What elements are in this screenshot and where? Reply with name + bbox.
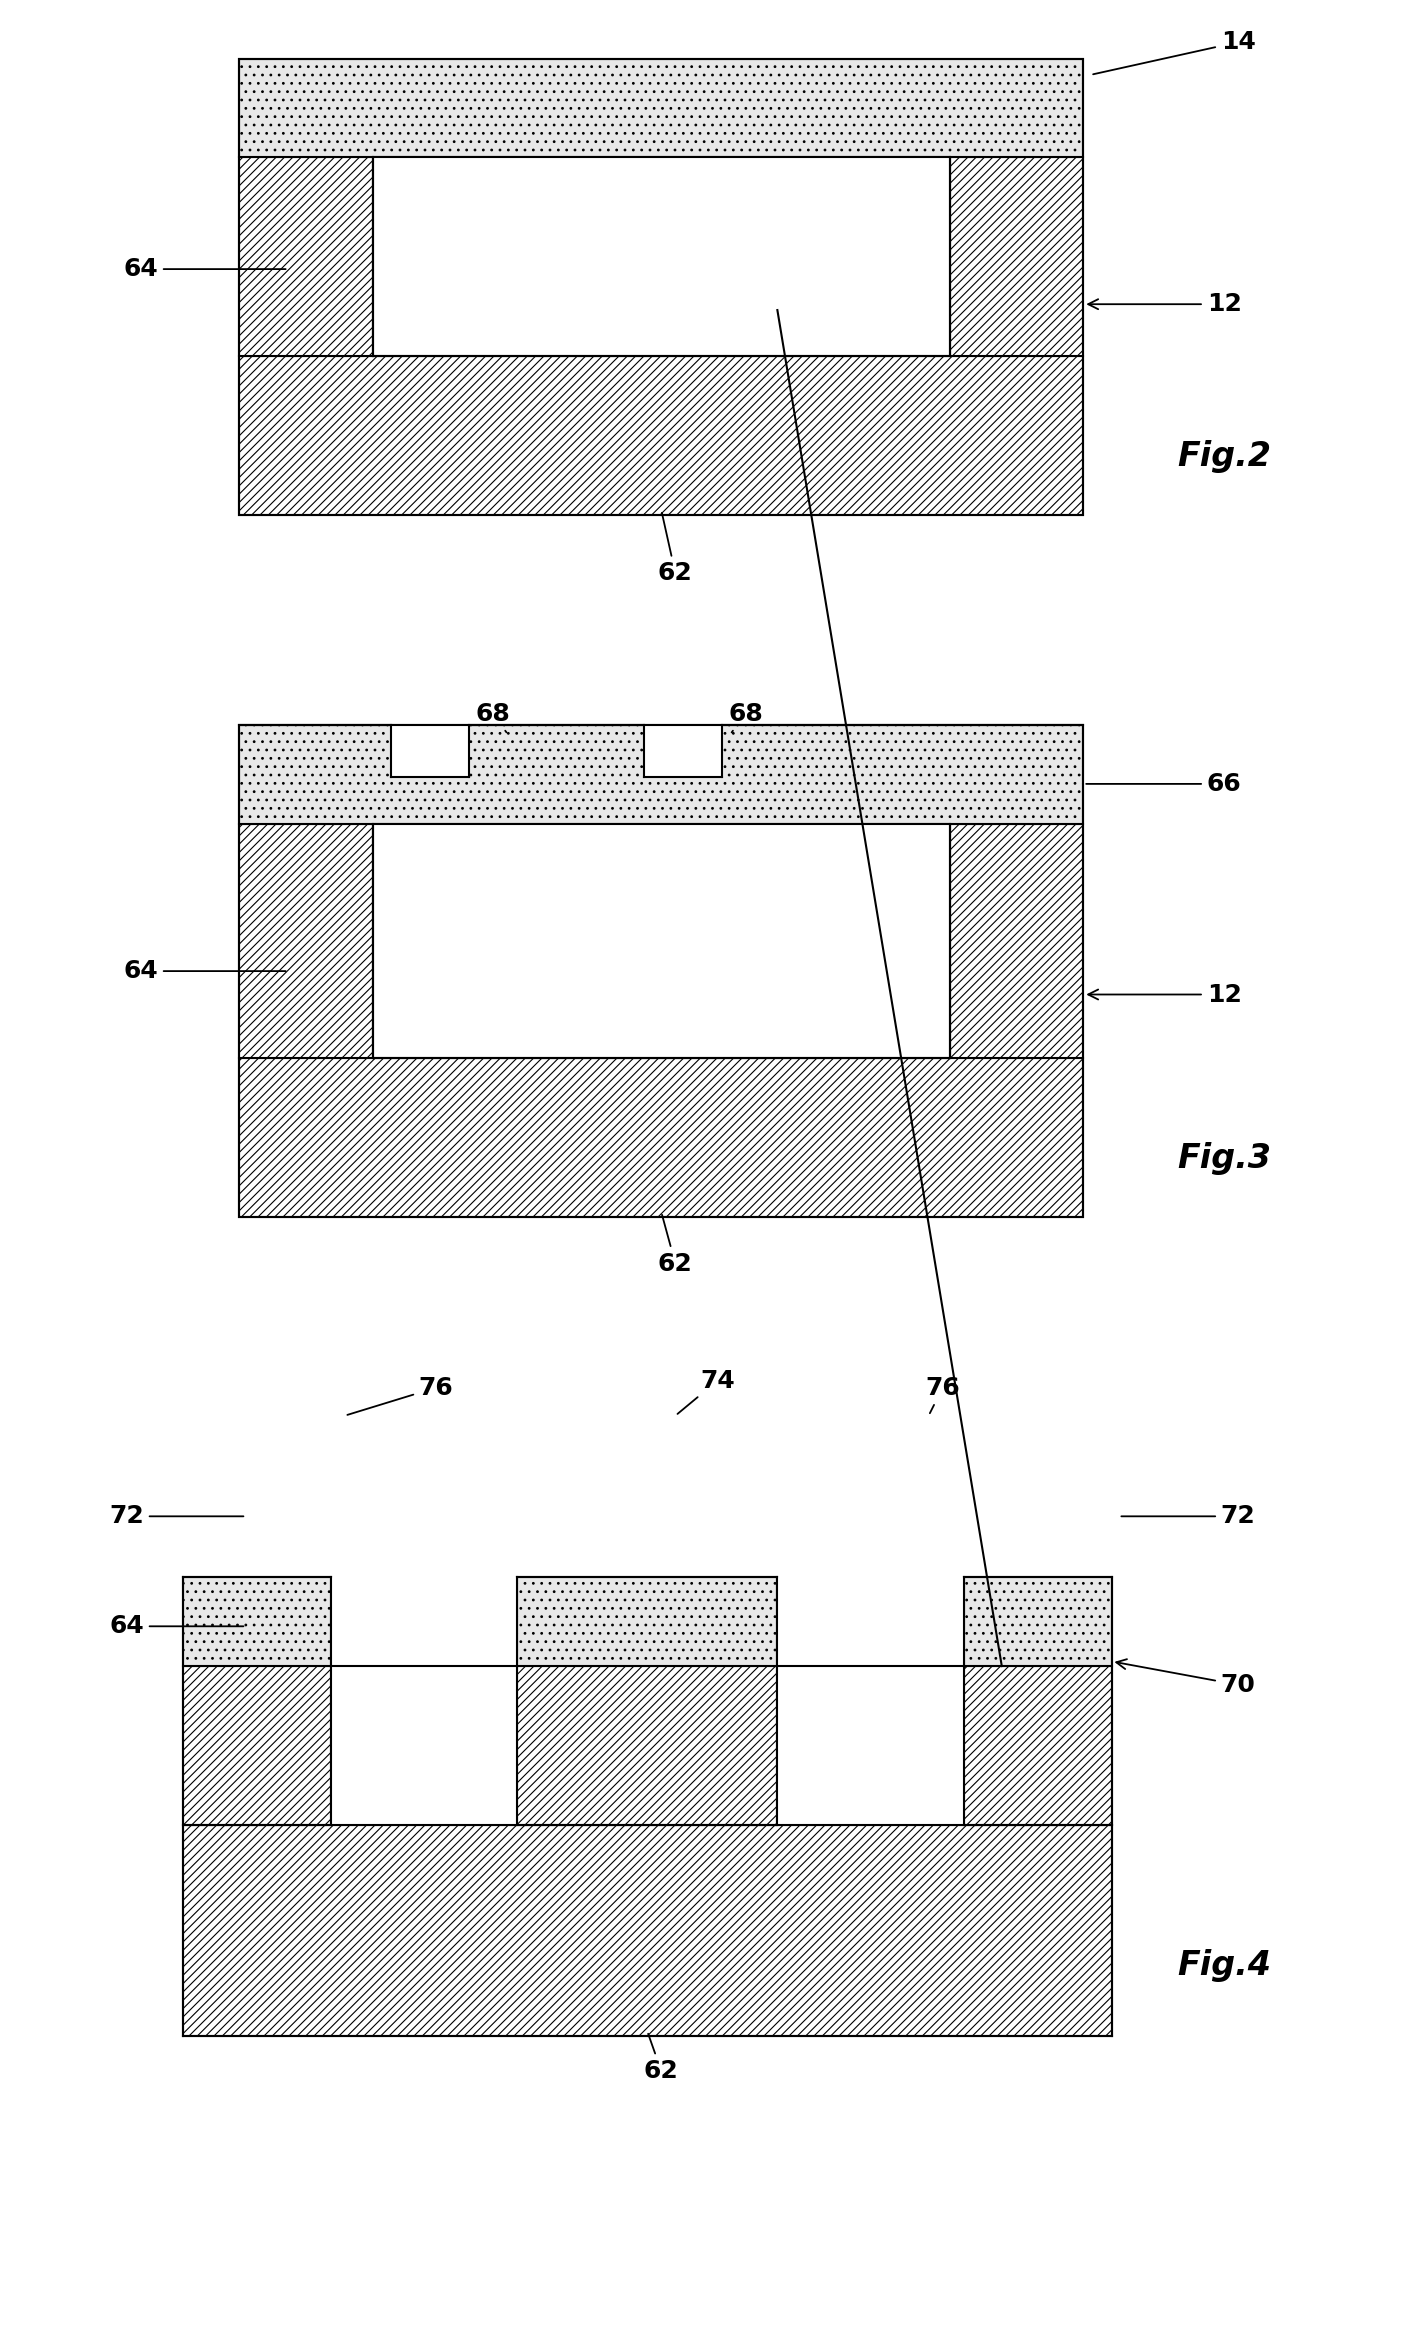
Text: 66: 66 (1086, 772, 1241, 796)
Bar (239, 725, 1083, 824)
Bar (331, 1577, 518, 1666)
Bar (331, 1666, 518, 1825)
Text: 72: 72 (110, 1505, 243, 1528)
Bar (239, 824, 373, 1058)
Bar (239, 356, 1083, 515)
Bar (183, 1577, 331, 1666)
Text: 64: 64 (124, 959, 286, 983)
Bar (964, 1577, 1112, 1666)
Bar (239, 157, 373, 356)
Bar (183, 1666, 331, 1825)
Text: 64: 64 (110, 1615, 243, 1638)
Bar (239, 1058, 1083, 1217)
Bar (518, 1666, 777, 1825)
Text: 76: 76 (926, 1376, 960, 1413)
Text: 62: 62 (658, 1214, 692, 1275)
Bar (950, 157, 1083, 356)
Bar (391, 725, 469, 777)
Text: 12: 12 (1088, 292, 1241, 316)
Text: 76: 76 (348, 1376, 453, 1416)
Text: 62: 62 (644, 2033, 678, 2083)
Bar (373, 824, 950, 1058)
Text: Fig.3: Fig.3 (1178, 1142, 1271, 1175)
Text: 14: 14 (1093, 30, 1255, 75)
Bar (644, 725, 722, 777)
Bar (777, 1577, 964, 1666)
Text: Fig.2: Fig.2 (1178, 440, 1271, 473)
Text: 12: 12 (1088, 983, 1241, 1006)
Bar (777, 1666, 964, 1825)
Text: Fig.4: Fig.4 (1178, 1949, 1271, 1982)
Bar (239, 725, 1083, 1217)
Text: 64: 64 (124, 257, 286, 281)
Bar (183, 1825, 1112, 2036)
Bar (239, 58, 1083, 515)
Bar (950, 824, 1083, 1058)
Text: 62: 62 (658, 512, 692, 585)
Text: 70: 70 (1116, 1659, 1255, 1696)
Text: 74: 74 (678, 1369, 734, 1413)
Bar (518, 1577, 777, 1666)
Text: 68: 68 (476, 702, 509, 732)
Bar (373, 157, 950, 356)
Bar (964, 1666, 1112, 1825)
Text: 68: 68 (729, 702, 763, 732)
Bar (239, 58, 1083, 157)
Text: 72: 72 (1121, 1505, 1255, 1528)
